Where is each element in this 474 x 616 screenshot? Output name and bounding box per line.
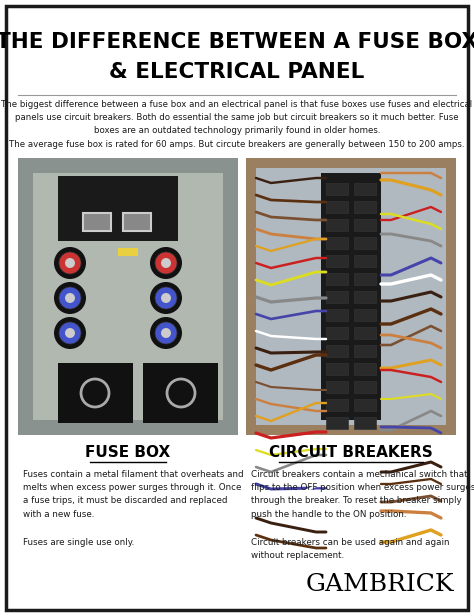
Bar [118,248,138,256]
Text: GAMBRICK: GAMBRICK [305,573,454,596]
Bar [326,219,348,231]
Bar [326,237,348,249]
Bar [83,213,111,231]
Bar [123,213,151,231]
Bar [354,399,376,411]
Bar [354,381,376,393]
Circle shape [54,282,86,314]
Circle shape [161,258,171,268]
Circle shape [65,293,75,303]
Bar [326,399,348,411]
Bar [354,201,376,213]
Circle shape [65,328,75,338]
Bar [18,158,238,435]
Text: Circuit breakers can be used again and again
without replacement.: Circuit breakers can be used again and a… [251,538,449,560]
Text: Fuses contain a metal filament that overheats and
melts when excess power surges: Fuses contain a metal filament that over… [23,470,244,519]
Circle shape [65,258,75,268]
Text: FUSE BOX: FUSE BOX [85,445,171,460]
Bar [246,158,456,435]
Bar [58,363,133,423]
Text: The average fuse box is rated for 60 amps. But circute breakers are generally be: The average fuse box is rated for 60 amp… [9,140,465,149]
Circle shape [59,287,81,309]
Bar [354,309,376,321]
Text: CIRCUIT BREAKERS: CIRCUIT BREAKERS [269,445,433,460]
Bar [354,237,376,249]
Bar [256,168,446,425]
Bar [326,327,348,339]
Bar [354,219,376,231]
Text: THE DIFFERENCE BETWEEN A FUSE BOX: THE DIFFERENCE BETWEEN A FUSE BOX [0,32,474,52]
Circle shape [54,317,86,349]
Circle shape [161,293,171,303]
Bar [326,381,348,393]
Circle shape [150,247,182,279]
Text: The biggest difference between a fuse box and an electrical panel is that fuse b: The biggest difference between a fuse bo… [1,100,473,135]
Circle shape [59,322,81,344]
Circle shape [54,247,86,279]
Text: & ELECTRICAL PANEL: & ELECTRICAL PANEL [109,62,365,82]
Bar [58,176,178,241]
Circle shape [150,282,182,314]
Bar [143,363,218,423]
Circle shape [155,287,177,309]
Bar [326,345,348,357]
Circle shape [150,317,182,349]
Text: Fuses are single use only.: Fuses are single use only. [23,538,134,547]
Bar [33,173,223,420]
Bar [321,173,381,420]
Circle shape [155,252,177,274]
Bar [354,345,376,357]
Bar [326,291,348,303]
Bar [354,417,376,429]
Bar [326,363,348,375]
Bar [326,417,348,429]
Bar [326,183,348,195]
Bar [354,291,376,303]
Bar [354,363,376,375]
Bar [354,183,376,195]
Bar [326,201,348,213]
Circle shape [161,328,171,338]
Bar [354,273,376,285]
Circle shape [59,252,81,274]
Bar [354,255,376,267]
Bar [326,309,348,321]
Circle shape [155,322,177,344]
Text: Circuit breakers contain a mechanical switch that
flips to the OFF position when: Circuit breakers contain a mechanical sw… [251,470,474,519]
Bar [326,255,348,267]
Bar [354,327,376,339]
Bar [326,273,348,285]
